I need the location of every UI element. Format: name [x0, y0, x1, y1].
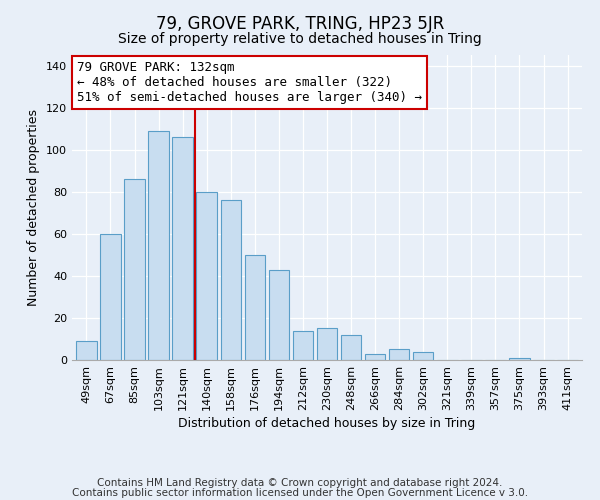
Text: Size of property relative to detached houses in Tring: Size of property relative to detached ho…	[118, 32, 482, 46]
Bar	[172, 137, 193, 360]
Y-axis label: Number of detached properties: Number of detached properties	[28, 109, 40, 306]
Text: Contains public sector information licensed under the Open Government Licence v : Contains public sector information licen…	[72, 488, 528, 498]
Text: 79 GROVE PARK: 132sqm
← 48% of detached houses are smaller (322)
51% of semi-det: 79 GROVE PARK: 132sqm ← 48% of detached …	[77, 61, 422, 104]
X-axis label: Distribution of detached houses by size in Tring: Distribution of detached houses by size …	[178, 417, 476, 430]
Text: Contains HM Land Registry data © Crown copyright and database right 2024.: Contains HM Land Registry data © Crown c…	[97, 478, 503, 488]
Bar	[221, 200, 241, 360]
Text: 79, GROVE PARK, TRING, HP23 5JR: 79, GROVE PARK, TRING, HP23 5JR	[156, 15, 444, 33]
Bar	[100, 234, 121, 360]
Bar	[293, 330, 313, 360]
Bar	[413, 352, 433, 360]
Bar	[317, 328, 337, 360]
Bar	[148, 130, 169, 360]
Bar	[269, 270, 289, 360]
Bar	[341, 335, 361, 360]
Bar	[365, 354, 385, 360]
Bar	[196, 192, 217, 360]
Bar	[245, 255, 265, 360]
Bar	[124, 179, 145, 360]
Bar	[76, 341, 97, 360]
Bar	[509, 358, 530, 360]
Bar	[389, 350, 409, 360]
